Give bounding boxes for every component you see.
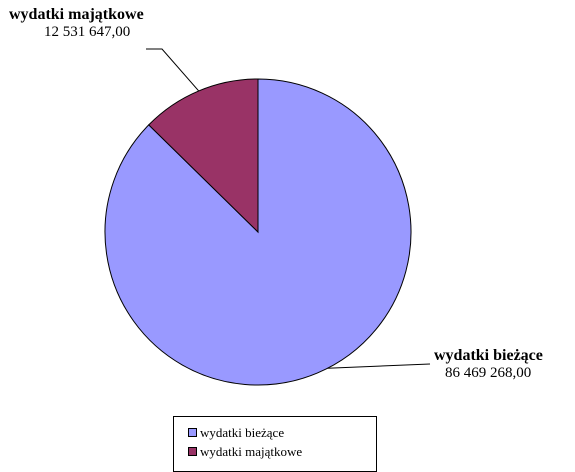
data-label-name: wydatki bieżące [434, 347, 543, 364]
leader-line-wydatki-biezace [327, 363, 431, 369]
data-label-value: 12 531 647,00 [44, 24, 131, 41]
leader-line-wydatki-majatkowe [146, 48, 200, 92]
legend: wydatki bieżące wydatki majątkowe [173, 416, 377, 472]
data-label-value: 86 469 268,00 [445, 365, 532, 382]
data-label-name: wydatki majątkowe [9, 6, 144, 23]
legend-swatch [188, 447, 197, 456]
data-label-wydatki-biezace: wydatki bieżące 86 469 268,00 [434, 347, 543, 383]
legend-item-wydatki-biezace: wydatki bieżące [188, 423, 376, 442]
data-label-wydatki-majatkowe: wydatki majątkowe 12 531 647,00 [9, 6, 144, 42]
legend-label: wydatki majątkowe [200, 443, 303, 459]
pie-slice-1 [148, 78, 259, 234]
legend-swatch [188, 428, 197, 437]
legend-label: wydatki bieżące [200, 424, 285, 440]
legend-item-wydatki-majatkowe: wydatki majątkowe [188, 442, 376, 461]
